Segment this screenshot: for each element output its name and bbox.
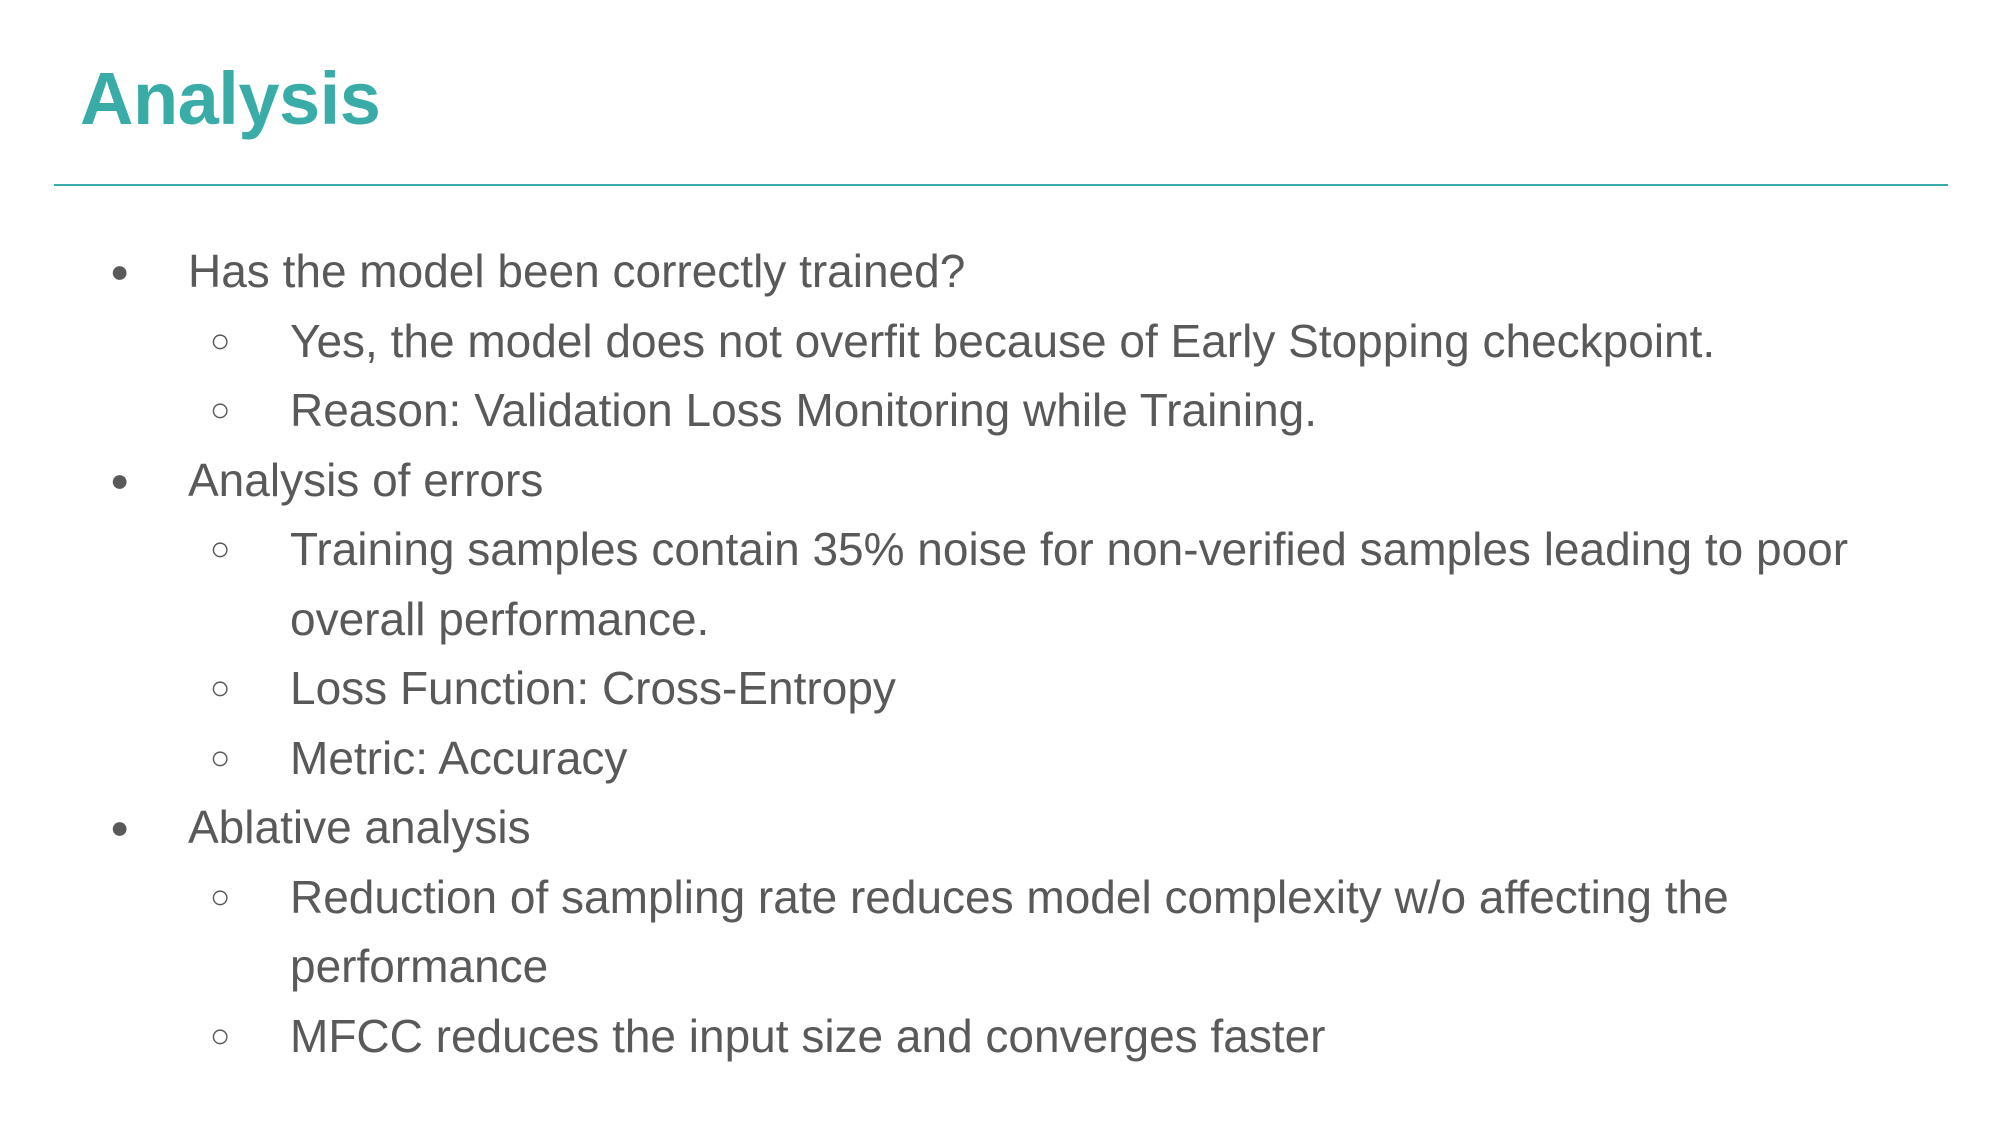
hollow-bullet-icon: ○ (210, 530, 231, 568)
list-item: ○ Metric: Accuracy (0, 724, 1870, 794)
list-item: ○ Reason: Validation Loss Monitoring whi… (0, 376, 1870, 446)
hollow-bullet-icon: ○ (210, 738, 231, 777)
hollow-bullet-icon: ○ (210, 391, 231, 429)
filled-bullet-icon: ● (110, 809, 130, 845)
list-item-text: Reduction of sampling rate reduces model… (290, 870, 1729, 993)
list-item: ○ Loss Function: Cross-Entropy (0, 654, 1870, 724)
slide-title: Analysis (80, 57, 381, 140)
filled-bullet-icon: ● (110, 253, 130, 289)
list-item-text: Training samples contain 35% noise for n… (290, 523, 1849, 645)
list-item-text: MFCC reduces the input size and converge… (290, 1009, 1326, 1062)
hollow-bullet-icon: ○ (210, 1016, 231, 1055)
section-heading-text: Has the model been correctly trained? (188, 245, 966, 297)
hollow-bullet-icon: ○ (210, 669, 231, 707)
list-item: ○ Training samples contain 35% noise for… (0, 515, 1870, 654)
section-heading-text: Ablative analysis (188, 801, 531, 853)
title-divider (54, 184, 1948, 186)
list-item-text: Reason: Validation Loss Monitoring while… (290, 384, 1318, 436)
list-item-text: Metric: Accuracy (290, 731, 628, 784)
list-item: ○ MFCC reduces the input size and conver… (0, 1002, 1870, 1072)
hollow-bullet-icon: ○ (210, 321, 231, 360)
bullet-list: ● Has the model been correctly trained? … (0, 237, 2000, 1071)
section-heading-ablative: ● Ablative analysis (0, 793, 2000, 863)
filled-bullet-icon: ● (110, 461, 130, 498)
list-item-text: Loss Function: Cross-Entropy (290, 662, 896, 714)
list-item: ○ Reduction of sampling rate reduces mod… (0, 863, 1870, 1002)
list-item: ○ Yes, the model does not overfit becaus… (0, 307, 1870, 377)
section-heading-errors: ● Analysis of errors (0, 446, 2000, 516)
list-item-text: Yes, the model does not overfit because … (290, 314, 1716, 367)
section-heading-training: ● Has the model been correctly trained? (0, 237, 2000, 307)
hollow-bullet-icon: ○ (210, 877, 231, 916)
section-heading-text: Analysis of errors (188, 453, 544, 506)
